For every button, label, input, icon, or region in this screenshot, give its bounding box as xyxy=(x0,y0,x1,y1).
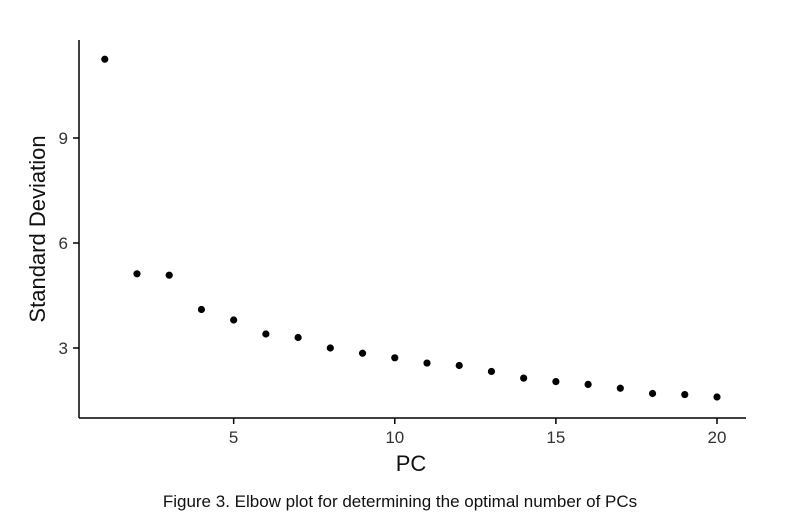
data-point xyxy=(648,389,657,398)
data-point xyxy=(391,354,399,362)
data-point xyxy=(133,270,141,278)
y-axis-ticks: 3 6 9 xyxy=(59,129,79,358)
x-tick-label: 15 xyxy=(546,428,565,447)
data-point xyxy=(165,271,173,279)
x-axis-title: PC xyxy=(396,451,427,476)
data-point xyxy=(423,359,431,367)
figure-caption: Figure 3. Elbow plot for determining the… xyxy=(162,492,638,511)
elbow-plot: 5 10 15 20 3 6 9 PC Standard Deviation xyxy=(25,40,746,476)
y-tick-label: 3 xyxy=(59,339,68,358)
y-tick-label: 6 xyxy=(59,234,68,253)
y-axis-title: Standard Deviation xyxy=(25,135,50,322)
x-tick-label: 10 xyxy=(385,428,404,447)
data-point xyxy=(101,55,109,63)
data-point xyxy=(552,378,560,386)
x-tick-label: 20 xyxy=(708,428,727,447)
data-point xyxy=(294,333,302,342)
data-point xyxy=(713,393,721,401)
x-tick-label: 5 xyxy=(229,428,238,447)
data-point xyxy=(520,374,528,382)
data-point xyxy=(584,380,592,388)
data-point xyxy=(455,361,463,370)
y-tick-label: 9 xyxy=(59,129,68,148)
data-points xyxy=(101,55,721,401)
data-point xyxy=(197,305,206,314)
data-point xyxy=(262,330,270,338)
data-point xyxy=(358,349,367,357)
data-point xyxy=(616,384,624,392)
data-point xyxy=(681,390,689,399)
x-axis-ticks: 5 10 15 20 xyxy=(229,418,727,447)
data-point xyxy=(230,316,238,324)
data-point xyxy=(326,344,334,352)
data-point xyxy=(487,367,496,376)
